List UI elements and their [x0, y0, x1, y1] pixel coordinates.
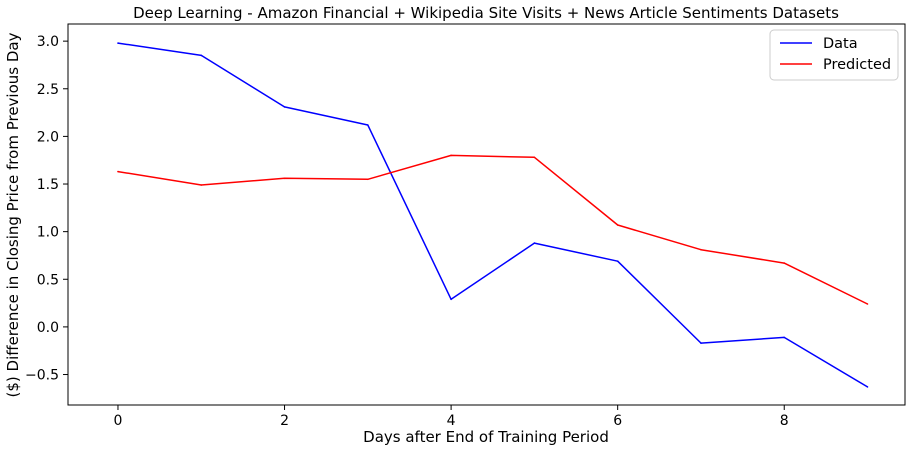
x-tick-label: 0	[114, 413, 123, 429]
y-tick-label: 0.5	[37, 272, 59, 288]
plot-frame	[67, 23, 906, 406]
legend-label-data: Data	[823, 36, 858, 52]
data-point-predicted	[700, 248, 702, 251]
data-point-data	[367, 124, 369, 126]
series-line-predicted	[117, 154, 868, 305]
data-point-predicted	[533, 156, 536, 159]
y-axis-ticks: −0.5 0.0 0.5 1.0 1.5 2.0 2.5 3.0	[25, 34, 68, 384]
x-axis-label: Days after End of Training Period	[363, 428, 609, 446]
x-axis-ticks: 0 2 4 6 8	[114, 405, 789, 429]
x-tick-label: 6	[613, 413, 622, 429]
chart-title: Deep Learning - Amazon Financial + Wikip…	[133, 4, 839, 22]
legend-label-predicted: Predicted	[823, 57, 891, 73]
y-tick-label: 1.0	[37, 225, 59, 241]
y-tick-label: 0.0	[37, 320, 59, 336]
data-point-data	[616, 260, 619, 263]
y-tick-label: 2.0	[37, 129, 59, 145]
data-point-data	[783, 336, 785, 339]
y-tick-label: 2.5	[37, 82, 59, 98]
data-point-data	[117, 42, 119, 44]
x-tick-label: 4	[447, 413, 456, 429]
x-tick-label: 8	[780, 413, 789, 429]
data-point-predicted	[866, 303, 869, 305]
y-tick-label: 3.0	[37, 34, 59, 50]
data-point-data	[533, 242, 536, 244]
data-point-predicted	[783, 262, 785, 264]
data-point-data	[200, 54, 203, 57]
x-tick-label: 2	[280, 413, 289, 429]
data-point-predicted	[450, 154, 452, 157]
data-point-data	[283, 106, 286, 108]
y-tick-label: 1.5	[37, 177, 59, 193]
y-axis-label: ($) Difference in Closing Price from Pre…	[4, 32, 22, 397]
plot-lines	[117, 42, 869, 388]
series-line-data	[117, 42, 868, 388]
data-point-data	[450, 298, 452, 301]
data-point-predicted	[200, 184, 203, 186]
data-point-data	[866, 386, 869, 388]
data-point-predicted	[283, 177, 286, 180]
data-point-predicted	[616, 224, 619, 226]
legend: Data Predicted	[769, 29, 899, 81]
y-tick-label: −0.5	[25, 368, 59, 384]
data-point-predicted	[367, 178, 369, 181]
data-point-data	[700, 342, 702, 344]
data-point-predicted	[117, 170, 119, 173]
